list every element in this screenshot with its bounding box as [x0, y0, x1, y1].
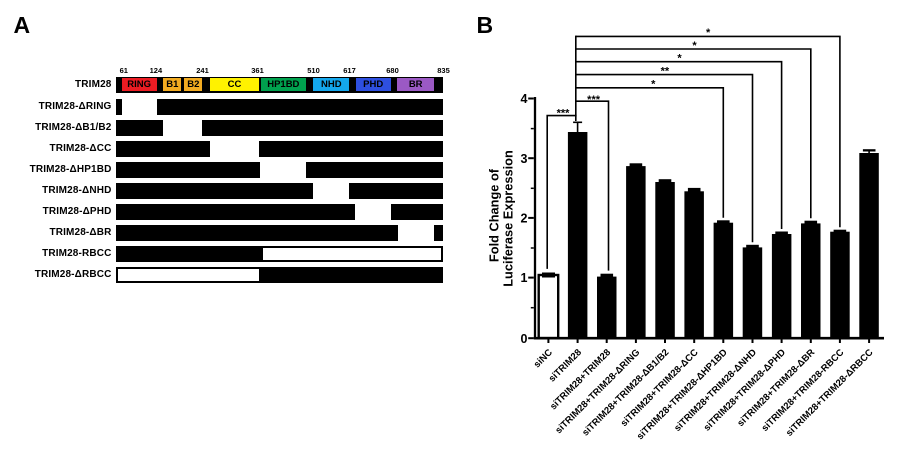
svg-text:3: 3: [521, 152, 528, 166]
svg-text:*: *: [706, 27, 711, 39]
svg-text:**: **: [661, 65, 670, 77]
svg-text:*: *: [677, 53, 682, 65]
svg-text:***: ***: [587, 94, 601, 106]
svg-text:Luciferase Expression: Luciferase Expression: [501, 150, 516, 287]
svg-text:*: *: [692, 40, 697, 52]
svg-text:Fold Change of: Fold Change of: [486, 168, 501, 262]
svg-text:*: *: [651, 79, 656, 91]
svg-text:0: 0: [521, 332, 528, 346]
svg-text:1: 1: [521, 271, 528, 285]
svg-text:2: 2: [521, 212, 528, 226]
svg-text:siNC: siNC: [532, 347, 555, 370]
svg-text:4: 4: [521, 92, 528, 106]
svg-text:***: ***: [557, 107, 571, 119]
